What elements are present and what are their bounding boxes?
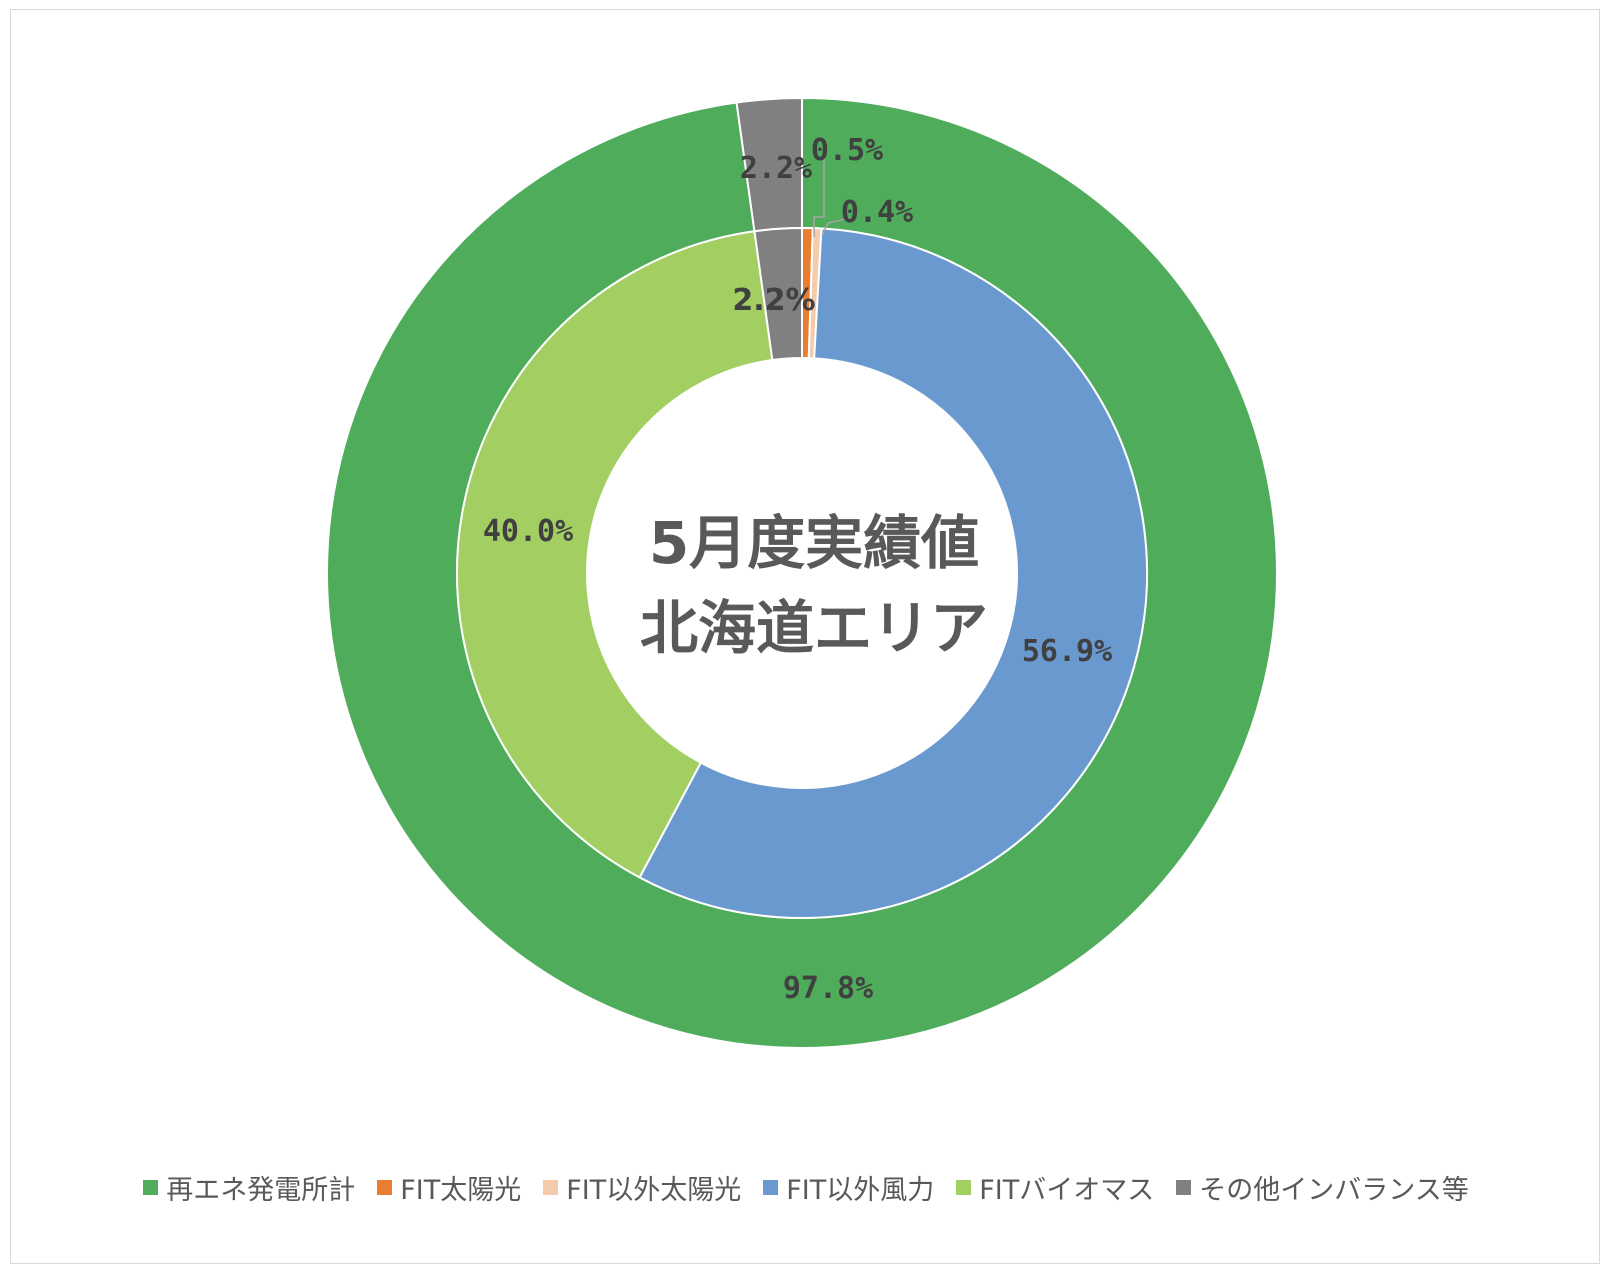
inner-leader-1 — [821, 217, 851, 237]
inner-label-4: 2.2% — [732, 283, 815, 318]
inner-slice-3 — [456, 230, 774, 879]
legend-swatch-3 — [763, 1180, 779, 1195]
data-labels: 97.8%2.2%0.5%0.4%56.9%40.0%2.2% — [483, 133, 1112, 1006]
legend-label-3: FIT以外風力 — [786, 1175, 935, 1206]
inner-label-0: 0.5% — [811, 133, 883, 168]
legend-item-0: 再エネ発電所計 — [143, 1168, 355, 1207]
chart-frame: 97.8% 2.2% 0.5% 0.4% 56.9% 40.0% 2.2% 5月度実績値 北… — [10, 9, 1600, 1264]
legend-swatch-5 — [1176, 1180, 1192, 1195]
legend-item-5: その他インバランス等 — [1176, 1168, 1469, 1207]
legend-label-0: 再エネ発電所計 — [166, 1175, 356, 1206]
legend-swatch-1 — [377, 1180, 393, 1195]
center-title-line-1: 5月度実績値 — [649, 509, 979, 577]
center-title-line-2: 北海道エリア — [640, 594, 988, 662]
legend-swatch-0 — [143, 1180, 159, 1195]
legend-label-1: FIT太陽光 — [400, 1175, 522, 1206]
legend-item-4: FITバイオマス — [956, 1168, 1154, 1207]
legend-swatch-4 — [956, 1180, 972, 1195]
outer-label-0: 97.8% — [783, 971, 873, 1006]
inner-slice-2 — [638, 227, 1148, 919]
inner-label-2: 56.9% — [1022, 634, 1112, 669]
legend-swatch-2 — [543, 1180, 559, 1195]
inner-ring — [456, 226, 1148, 919]
inner-label-3: 40.0% — [483, 514, 573, 549]
legend-item-1: FIT太陽光 — [377, 1168, 521, 1207]
legend-label-5: その他インバランス等 — [1199, 1175, 1469, 1206]
outer-label-1: 2.2% — [740, 151, 812, 186]
legend-item-2: FIT以外太陽光 — [543, 1168, 741, 1207]
inner-slice-4 — [753, 226, 803, 362]
inner-label-1: 0.4% — [841, 195, 913, 230]
legend-item-3: FIT以外風力 — [763, 1168, 934, 1207]
legend-label-4: FITバイオマス — [979, 1175, 1155, 1206]
legend-label-2: FIT以外太陽光 — [566, 1175, 742, 1206]
inner-leader-0 — [813, 153, 825, 237]
legend: 再エネ発電所計 FIT太陽光 FIT以外太陽光 FIT以外風力 FITバイオマス その他イ… — [11, 1168, 1601, 1207]
donut-chart: 97.8%2.2%0.5%0.4%56.9%40.0%2.2% 5月度実績値 北… — [326, 96, 1278, 1049]
leader-lines — [813, 153, 851, 237]
